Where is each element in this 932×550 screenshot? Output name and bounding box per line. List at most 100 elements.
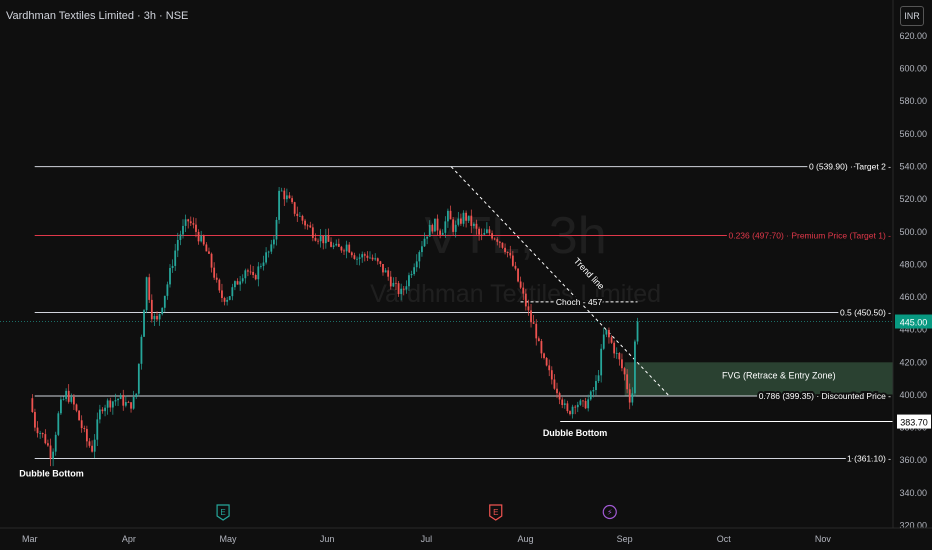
choch-label: Choch - 457 bbox=[556, 297, 603, 307]
candle-body bbox=[262, 262, 265, 266]
candle-body bbox=[330, 241, 332, 247]
candle-body bbox=[376, 258, 379, 262]
candle-body bbox=[34, 412, 36, 428]
candle-body bbox=[428, 224, 431, 237]
candle-body bbox=[392, 282, 395, 287]
y-tick-label: 520.00 bbox=[899, 194, 927, 204]
trend-line bbox=[450, 166, 670, 397]
candle-body bbox=[441, 232, 444, 235]
y-tick-label: 560.00 bbox=[899, 129, 927, 139]
candle-body bbox=[176, 239, 179, 251]
candle-body bbox=[324, 235, 327, 244]
candle-body bbox=[140, 336, 143, 364]
candle-body bbox=[189, 221, 192, 224]
y-tick-label: 440.00 bbox=[899, 325, 927, 335]
candle-body bbox=[117, 398, 119, 401]
candle-body bbox=[291, 198, 293, 203]
candle-body bbox=[483, 232, 486, 235]
candle-body bbox=[501, 242, 504, 248]
candle-body bbox=[537, 338, 540, 342]
x-tick-label: Apr bbox=[122, 534, 136, 544]
candle-body bbox=[397, 283, 400, 295]
candle-body bbox=[418, 252, 421, 262]
currency-button[interactable]: INR bbox=[900, 6, 924, 26]
y-tick-label: 540.00 bbox=[899, 161, 927, 171]
candle-body bbox=[249, 271, 252, 273]
candle-body bbox=[104, 407, 106, 412]
candle-body bbox=[143, 310, 145, 337]
y-tick-label: 460.00 bbox=[899, 292, 927, 302]
candle-body bbox=[231, 287, 234, 297]
candle-body bbox=[257, 266, 260, 280]
earnings-event-icon bbox=[216, 504, 230, 521]
fib-level-label: 0.5 (450.50) - bbox=[840, 308, 891, 318]
candle-body bbox=[395, 282, 397, 284]
candle-body bbox=[511, 255, 514, 266]
candle-body bbox=[504, 247, 506, 252]
candle-body bbox=[327, 235, 330, 242]
candle-body bbox=[514, 265, 517, 269]
candle-body bbox=[311, 227, 314, 238]
candle-body bbox=[402, 288, 405, 290]
candle-body bbox=[166, 284, 169, 296]
candle-body bbox=[171, 265, 174, 269]
candle-body bbox=[192, 223, 195, 225]
candle-body bbox=[569, 411, 571, 415]
y-tick-label: 400.00 bbox=[899, 390, 927, 400]
candle-body bbox=[517, 268, 519, 282]
candle-body bbox=[31, 398, 34, 413]
candle-body bbox=[556, 388, 558, 394]
candle-body bbox=[387, 270, 390, 277]
candle-body bbox=[111, 401, 114, 408]
candle-body bbox=[498, 241, 501, 243]
candle-body bbox=[426, 236, 429, 239]
candle-body bbox=[408, 275, 410, 287]
candle-body bbox=[553, 379, 556, 389]
candle-body bbox=[475, 223, 478, 229]
candle-body bbox=[454, 224, 457, 232]
x-tick-label: Nov bbox=[815, 534, 832, 544]
y-tick-label: 620.00 bbox=[899, 31, 927, 41]
candle-body bbox=[436, 218, 439, 231]
candle-body bbox=[558, 393, 561, 400]
candle-body bbox=[532, 322, 535, 324]
candle-body bbox=[452, 219, 455, 232]
candle-body bbox=[280, 190, 283, 192]
candle-body bbox=[618, 353, 621, 360]
candle-body bbox=[358, 257, 361, 259]
candle-body bbox=[88, 441, 91, 446]
candle-body bbox=[49, 445, 52, 460]
candle-body bbox=[72, 396, 75, 405]
candle-body bbox=[145, 277, 148, 311]
candle-body bbox=[631, 393, 634, 403]
candle-body bbox=[83, 428, 86, 429]
candle-body bbox=[124, 402, 127, 406]
candle-body bbox=[213, 267, 216, 278]
candle-body bbox=[187, 219, 190, 222]
candle-body bbox=[423, 238, 426, 247]
y-tick-label: 420.00 bbox=[899, 357, 927, 367]
candle-body bbox=[519, 281, 522, 288]
x-tick-label: Jun bbox=[320, 534, 335, 544]
candle-body bbox=[301, 215, 304, 221]
support-price-label: 383.70 bbox=[900, 418, 928, 428]
candle-body bbox=[449, 210, 452, 220]
candle-body bbox=[319, 236, 322, 242]
candle-body bbox=[587, 399, 590, 409]
candle-body bbox=[244, 270, 247, 279]
candle-body bbox=[337, 243, 340, 247]
candle-body bbox=[439, 230, 442, 235]
candle-body bbox=[158, 314, 161, 320]
candle-body bbox=[379, 261, 382, 264]
candle-body bbox=[254, 275, 257, 280]
candle-body bbox=[122, 395, 125, 406]
candle-body bbox=[353, 255, 356, 259]
candle-body bbox=[332, 245, 335, 247]
candle-body bbox=[179, 234, 182, 240]
candle-body bbox=[550, 370, 553, 380]
candle-body bbox=[150, 299, 153, 320]
candle-body bbox=[488, 229, 491, 234]
candle-body bbox=[634, 341, 636, 394]
candle-body bbox=[343, 250, 345, 252]
